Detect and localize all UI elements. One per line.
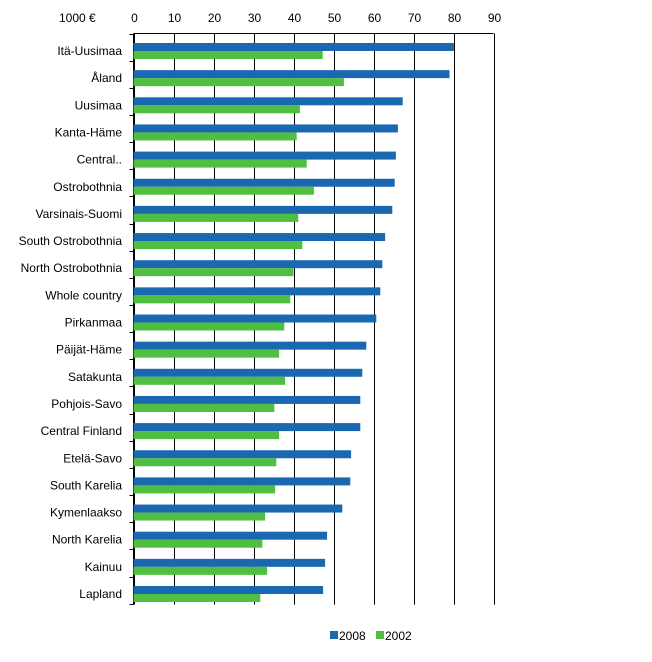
bar-2002 <box>133 51 323 59</box>
bar-2008 <box>133 586 324 594</box>
category-label: Central Finland <box>41 424 122 438</box>
bar-2008 <box>133 531 328 540</box>
category-label: Pohjois-Savo <box>51 397 122 411</box>
category-label: Whole country <box>45 288 122 302</box>
bar-2002 <box>133 295 291 304</box>
category-label: Ostrobothnia <box>53 180 122 194</box>
x-tick-label: 80 <box>448 11 462 25</box>
bar-2002 <box>133 512 266 521</box>
bar-2002 <box>133 566 268 575</box>
x-tick-label: 70 <box>408 11 422 25</box>
category-label: South Ostrobothnia <box>19 234 123 248</box>
bar-2002 <box>133 322 285 331</box>
category-label: Itä-Uusimaa <box>57 44 122 58</box>
bar-2002 <box>133 132 297 141</box>
x-tick-label: 40 <box>288 11 302 25</box>
bar-2008 <box>133 368 363 377</box>
bar-2002 <box>133 159 307 168</box>
bar-2002 <box>133 594 261 602</box>
bar-2008 <box>133 43 454 51</box>
bar-2002 <box>133 539 263 548</box>
bar-2008 <box>133 504 343 513</box>
bar-2008 <box>133 287 381 296</box>
category-label: Satakunta <box>68 370 122 384</box>
bar-2002 <box>133 349 280 358</box>
legend-label: 2008 <box>339 629 366 643</box>
category-label: Päijät-Häme <box>56 343 122 357</box>
bar-2008 <box>133 151 396 160</box>
bar-2008 <box>133 97 403 106</box>
legend-label: 2002 <box>385 629 412 643</box>
bar-2008 <box>133 124 398 133</box>
category-label: Varsinais-Suomi <box>36 207 122 221</box>
bar-2008 <box>133 205 393 214</box>
category-label: Central.. <box>77 153 122 167</box>
x-tick-label: 60 <box>368 11 382 25</box>
category-label: Kainuu <box>85 560 122 574</box>
category-label: North Karelia <box>52 533 122 547</box>
x-tick-label: 0 <box>131 11 138 25</box>
bar-2002 <box>133 485 276 494</box>
category-label: Etelä-Savo <box>63 451 122 465</box>
category-label: Uusimaa <box>75 98 123 112</box>
legend-swatch-2008 <box>330 631 338 639</box>
bar-2002 <box>133 213 299 222</box>
bar-2008 <box>133 314 377 323</box>
bar-2002 <box>133 105 300 114</box>
x-tick-label: 10 <box>168 11 182 25</box>
bar-2008 <box>133 423 361 432</box>
bar-2002 <box>133 403 275 412</box>
x-tick-label: 30 <box>248 11 262 25</box>
x-tick-label: 50 <box>328 11 342 25</box>
bar-2008 <box>133 233 386 242</box>
bar-2008 <box>133 450 352 459</box>
bar-2002 <box>133 268 294 277</box>
category-label: Åland <box>91 70 122 85</box>
bar-2008 <box>133 477 351 486</box>
bar-2008 <box>133 260 383 269</box>
x-tick-label: 90 <box>488 11 502 25</box>
bar-2002 <box>133 241 303 250</box>
bar-2008 <box>133 558 326 567</box>
legend-swatch-2002 <box>376 631 384 639</box>
x-tick-label: 20 <box>208 11 222 25</box>
category-label: Lapland <box>79 587 122 601</box>
category-label: Kymenlaakso <box>50 506 122 520</box>
category-label: North Ostrobothnia <box>21 261 123 275</box>
bar-2008 <box>133 70 450 79</box>
bar-2002 <box>133 78 344 87</box>
bar-2002 <box>133 458 277 467</box>
bar-2002 <box>133 186 314 195</box>
bar-2008 <box>133 178 395 187</box>
unit-label: 1000 € <box>59 11 96 25</box>
bar-2008 <box>133 395 361 404</box>
bar-2002 <box>133 376 286 385</box>
category-label: Kanta-Häme <box>55 125 123 139</box>
bar-2008 <box>133 341 367 350</box>
category-label: Pirkanmaa <box>65 316 123 330</box>
bar-2002 <box>133 431 280 440</box>
category-label: South Karelia <box>50 478 122 492</box>
